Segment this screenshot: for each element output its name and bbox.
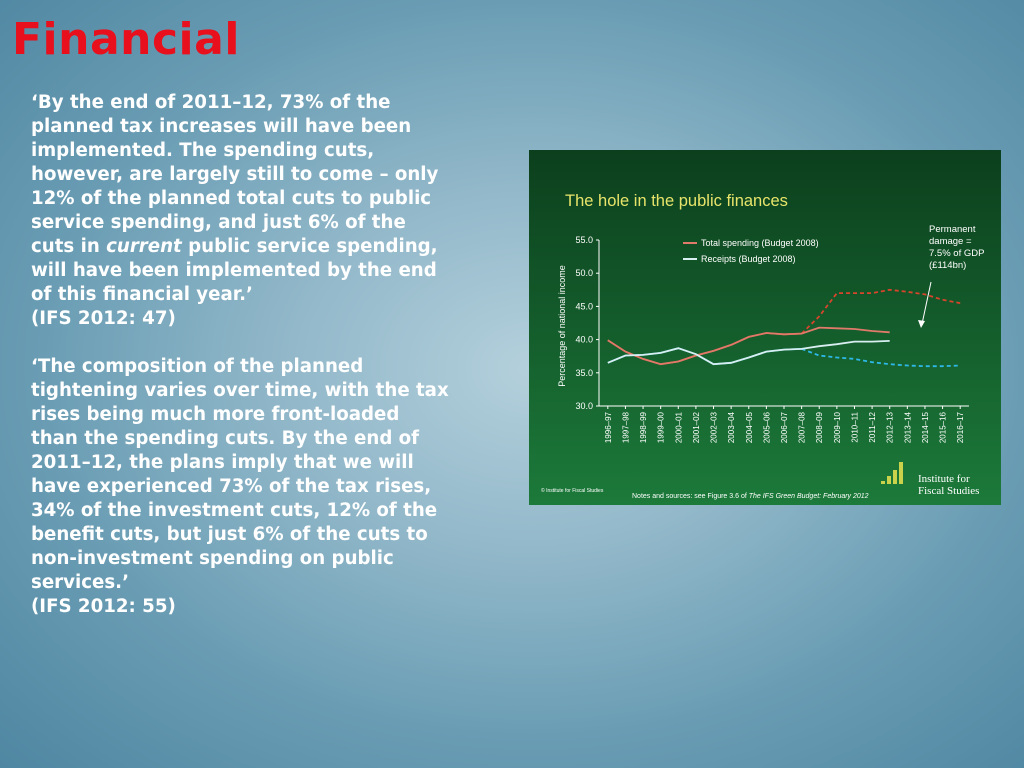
public-finances-chart: The hole in the public finances Percenta… <box>529 150 1001 505</box>
x-tick-label: 2014–15 <box>921 411 930 443</box>
y-axis-label: Percentage of national income <box>557 265 567 387</box>
y-tick-label: 30.0 <box>575 401 593 411</box>
chart-footnote: Notes and sources: see Figure 3.6 of The… <box>632 493 869 500</box>
x-tick-label: 2006–07 <box>780 411 789 443</box>
x-tick-label: 1999–00 <box>657 411 666 443</box>
series-1-line <box>607 340 890 366</box>
logo-bar <box>887 476 891 484</box>
footnote-italic: The IFS Green Budget: February 2012 <box>749 493 869 500</box>
quote-1-emphasis: current <box>106 236 182 257</box>
x-tick-label: 2002–03 <box>710 411 719 443</box>
x-tick-label: 2003–04 <box>727 411 736 443</box>
annotation-line: damage = <box>929 236 972 247</box>
annotation-line: (£114bn) <box>929 260 966 271</box>
legend-label: Total spending (Budget 2008) <box>701 238 819 248</box>
logo-bar <box>893 470 897 484</box>
x-tick-label: 2015–16 <box>939 411 948 443</box>
logo-text-line: Fiscal Studies <box>918 485 979 497</box>
y-tick-label: 35.0 <box>575 368 593 378</box>
logo-bar <box>899 462 903 484</box>
x-tick-label: 1996–97 <box>604 411 613 443</box>
paragraph-gap <box>31 331 451 355</box>
axes-group: 30.0 35.0 40.0 45.0 50.0 55.0 1996–97 1997–98 19… <box>575 235 969 443</box>
logo-text-line: Institute for <box>918 473 970 485</box>
chart-background <box>529 150 1001 505</box>
quote-1-pre: ‘By the end of 2011–12, 73% of the plann… <box>31 92 439 257</box>
series-2-dashed-line <box>800 288 961 335</box>
legend-group: Total spending (Budget 2008) Receipts (Bu… <box>683 238 819 264</box>
logo-bar <box>881 481 885 484</box>
x-tick-label: 2013–14 <box>903 411 912 443</box>
x-tick-label: 2000–01 <box>674 411 683 443</box>
quote-1: ‘By the end of 2011–12, 73% of the plann… <box>31 91 451 307</box>
series-0-line <box>607 326 890 366</box>
x-tick-label: 2016–17 <box>956 411 965 443</box>
quote-1-citation: (IFS 2012: 47) <box>31 308 176 329</box>
annotation-line: Permanent <box>929 224 976 235</box>
x-tick-label: 2004–05 <box>745 411 754 443</box>
y-tick-label: 45.0 <box>575 301 593 311</box>
x-tick-label: 2012–13 <box>886 411 895 443</box>
slide-title: Financial <box>12 14 240 65</box>
series-3-dashed-line <box>801 348 961 368</box>
annotation-line: 7.5% of GDP <box>929 248 984 259</box>
copyright-text: © Institute for Fiscal Studies <box>541 487 604 494</box>
footnote-prefix: Notes and sources: see Figure 3.6 of <box>632 493 749 500</box>
chart-title: The hole in the public finances <box>565 192 788 210</box>
plot-group <box>607 288 961 368</box>
x-tick-label: 2011–12 <box>868 411 877 442</box>
legend-label: Receipts (Budget 2008) <box>701 254 796 264</box>
y-tick-label: 55.0 <box>575 235 593 245</box>
quote-2: ‘The composition of the planned tighteni… <box>31 356 449 593</box>
x-tick-label: 2010–11 <box>850 411 859 442</box>
x-tick-label: 2005–06 <box>762 411 771 443</box>
quote-1-post: public service spending, will have been … <box>31 236 438 305</box>
annotation-arrow-head <box>918 320 925 328</box>
annotation-arrow-line <box>921 281 932 325</box>
x-tick-label: 1997–98 <box>621 411 630 443</box>
x-tick-label: 2001–02 <box>692 411 701 443</box>
x-tick-label: 2007–08 <box>798 411 807 443</box>
y-tick-label: 50.0 <box>575 268 593 278</box>
x-tick-label: 1998–99 <box>639 411 648 443</box>
quote-text-block: ‘By the end of 2011–12, 73% of the plann… <box>31 91 451 619</box>
chart-panel: The hole in the public finances Percenta… <box>529 150 1001 505</box>
y-tick-label: 40.0 <box>575 335 593 345</box>
x-tick-label: 2008–09 <box>815 411 824 443</box>
x-tick-label: 2009–10 <box>833 411 842 443</box>
quote-2-citation: (IFS 2012: 55) <box>31 596 176 617</box>
